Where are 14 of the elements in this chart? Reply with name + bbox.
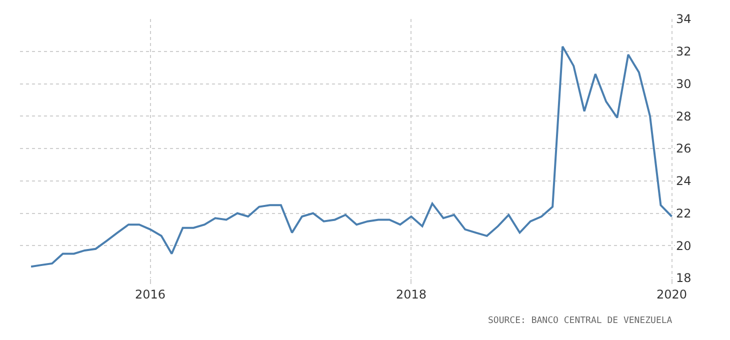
x-tick-label: 2016 — [135, 287, 166, 302]
source-note: SOURCE: BANCO CENTRAL DE VENEZUELA — [488, 316, 673, 326]
y-tick-label: 28 — [676, 109, 692, 124]
y-tick-label: 22 — [676, 206, 692, 220]
y-tick-label: 32 — [676, 44, 692, 59]
y-tick-label: 24 — [676, 174, 692, 188]
y-tick-label: 20 — [676, 238, 692, 253]
y-tick-label: 18 — [676, 271, 692, 286]
line-series — [30, 46, 673, 268]
x-tick-label: 2020 — [656, 287, 688, 302]
y-tick-label: 30 — [676, 76, 692, 91]
y-tick-label: 26 — [676, 142, 692, 156]
y-tick-label: 34 — [676, 12, 692, 26]
x-tick-label: 2018 — [396, 287, 426, 302]
